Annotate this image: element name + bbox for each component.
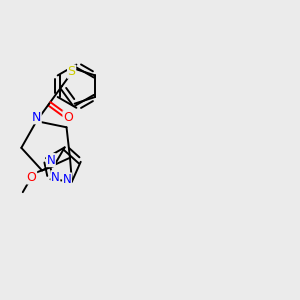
Text: O: O — [63, 111, 73, 124]
Text: S: S — [68, 65, 76, 78]
Text: O: O — [27, 171, 37, 184]
Text: N: N — [32, 111, 41, 124]
Text: N: N — [51, 171, 60, 184]
Text: N: N — [46, 154, 55, 166]
Text: N: N — [63, 173, 71, 186]
